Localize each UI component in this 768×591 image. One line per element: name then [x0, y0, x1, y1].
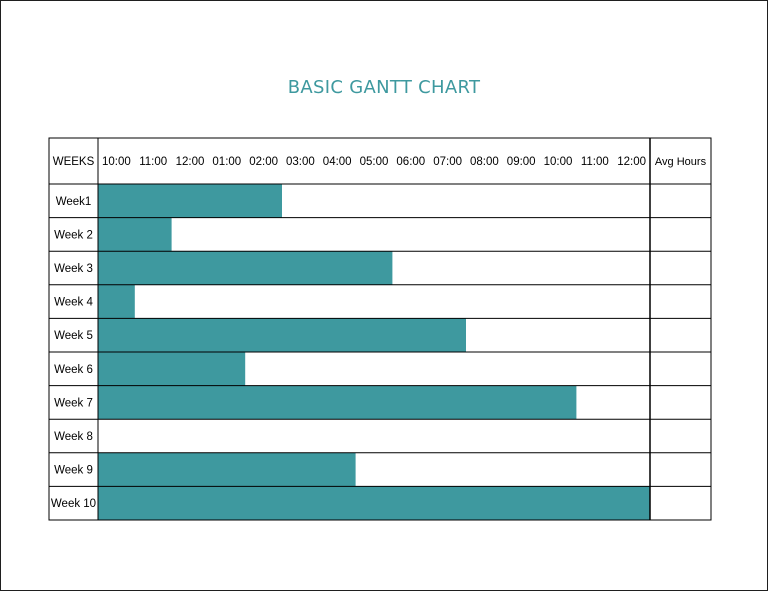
time-tick-label: 05:00	[360, 156, 389, 168]
weeks-header: WEEKS	[53, 156, 95, 168]
table-border	[48, 137, 712, 521]
week-label: Week 10	[51, 498, 96, 510]
week-label: Week 3	[54, 263, 93, 275]
week-label: Week1	[56, 196, 92, 208]
gantt-bar	[98, 284, 135, 319]
time-tick-label: 06:00	[396, 156, 425, 168]
gantt-bar	[98, 184, 282, 218]
time-tick-label: 02:00	[249, 156, 278, 168]
time-tick-label: 11:00	[581, 156, 609, 168]
time-tick-label: 07:00	[433, 156, 462, 168]
time-tick-label: 12:00	[176, 156, 205, 168]
week-label: Week 4	[54, 297, 93, 309]
time-tick-label: 03:00	[286, 156, 315, 168]
time-tick-label: 10:00	[544, 156, 573, 168]
gantt-bar	[98, 318, 466, 352]
gantt-bar	[98, 352, 246, 386]
week-label: Week 7	[54, 397, 93, 409]
time-tick-label: 04:00	[323, 156, 352, 168]
time-tick-label: 10:00	[102, 156, 131, 168]
time-tick-label: 11:00	[139, 156, 167, 168]
gantt-bar	[98, 251, 393, 285]
avg-hours-header: Avg Hours	[655, 156, 707, 168]
gantt-bar	[98, 385, 577, 420]
week-label: Week 2	[54, 229, 93, 241]
time-tick-label: 08:00	[470, 156, 499, 168]
time-tick-label: 01:00	[212, 156, 241, 168]
time-tick-label: 09:00	[507, 156, 536, 168]
gantt-bar	[98, 217, 172, 252]
week-label: Week 9	[54, 465, 93, 477]
time-tick-label: 12:00	[617, 156, 646, 168]
week-label: Week 6	[54, 364, 93, 376]
week-label: Week 5	[54, 330, 93, 342]
week-label: Week 8	[54, 431, 93, 443]
gantt-bar	[98, 486, 650, 520]
gantt-bar	[98, 452, 356, 487]
chart-title: BASIC GANTT CHART	[287, 77, 481, 98]
